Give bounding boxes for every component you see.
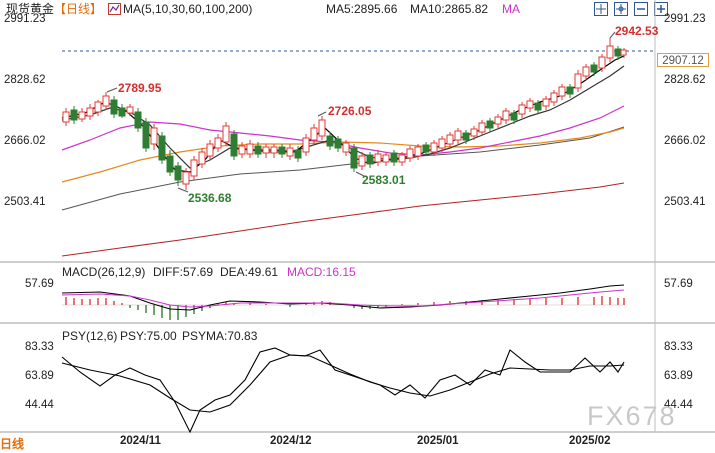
psy-tick-left-3: 44.44 [25,399,54,411]
price-tick-right-1: 2991.23 [664,13,706,25]
x-tick-4: 2025/02 [569,435,611,447]
psy-tick-right-1: 83.33 [664,341,693,353]
grid-icon[interactable] [594,2,608,16]
price-tick-right-3: 2666.02 [664,135,706,147]
macd-tick-left: 57.69 [25,278,54,290]
price-tick-left-2: 2828.62 [4,74,46,86]
macd-tick-right: 57.69 [664,278,693,290]
psy-tick-left-1: 83.33 [25,341,54,353]
psy-tick-right-3: 44.44 [664,399,693,411]
period-footer[interactable]: 日线 [0,437,25,451]
psy-label[interactable]: PSY(12,6) [62,329,118,343]
chart-header: 现货黄金 【日线】 MA(5,10,30,60,100,200) MA5:289… [0,0,715,18]
price-tick-right-4: 2503.41 [664,196,706,208]
ma5-value: MA5:2895.66 [326,2,398,16]
grid-alt-icon[interactable] [614,2,628,16]
psy-tick-left-2: 63.89 [25,370,54,382]
macd-diff: DIFF:57.69 [153,265,214,279]
macd-dea: DEA:49.61 [220,265,279,279]
price-tick-left-4: 2503.41 [4,196,46,208]
psyma-value: PSYMA:70.83 [182,329,258,343]
minus-zoom-icon[interactable] [634,2,648,16]
price-tick-left-3: 2666.02 [4,135,46,147]
high-label-mid: 2726.05 [328,104,372,118]
ma-params[interactable]: MA(5,10,30,60,100,200) [123,2,253,16]
current-price-tag: 2907.12 [657,53,709,67]
period-label[interactable]: 【日线】 [54,2,103,16]
ma-more-value: MA [502,2,520,16]
watermark: FX678 [587,401,677,431]
x-tick-1: 2024/11 [120,435,161,447]
high-label-right: 2942.53 [615,24,659,38]
ma10-value: MA10:2865.82 [410,2,489,16]
psy-tick-right-2: 63.89 [664,370,693,382]
price-tick-left-1: 2991.23 [4,13,46,25]
symbol-name: 现货黄金 [6,2,55,16]
x-tick-3: 2025/01 [417,435,459,447]
x-tick-2: 2024/12 [270,435,312,447]
low-label-mid: 2583.01 [362,173,406,187]
ma-toggle-icon[interactable] [108,3,121,15]
high-label-left: 2789.95 [118,81,162,95]
macd-label[interactable]: MACD(26,12,9) [62,265,146,279]
psy-value: PSY:75.00 [120,329,177,343]
low-label-left: 2536.68 [188,191,232,205]
price-tick-right-2: 2828.62 [664,74,706,86]
macd-value: MACD:16.15 [287,265,356,279]
